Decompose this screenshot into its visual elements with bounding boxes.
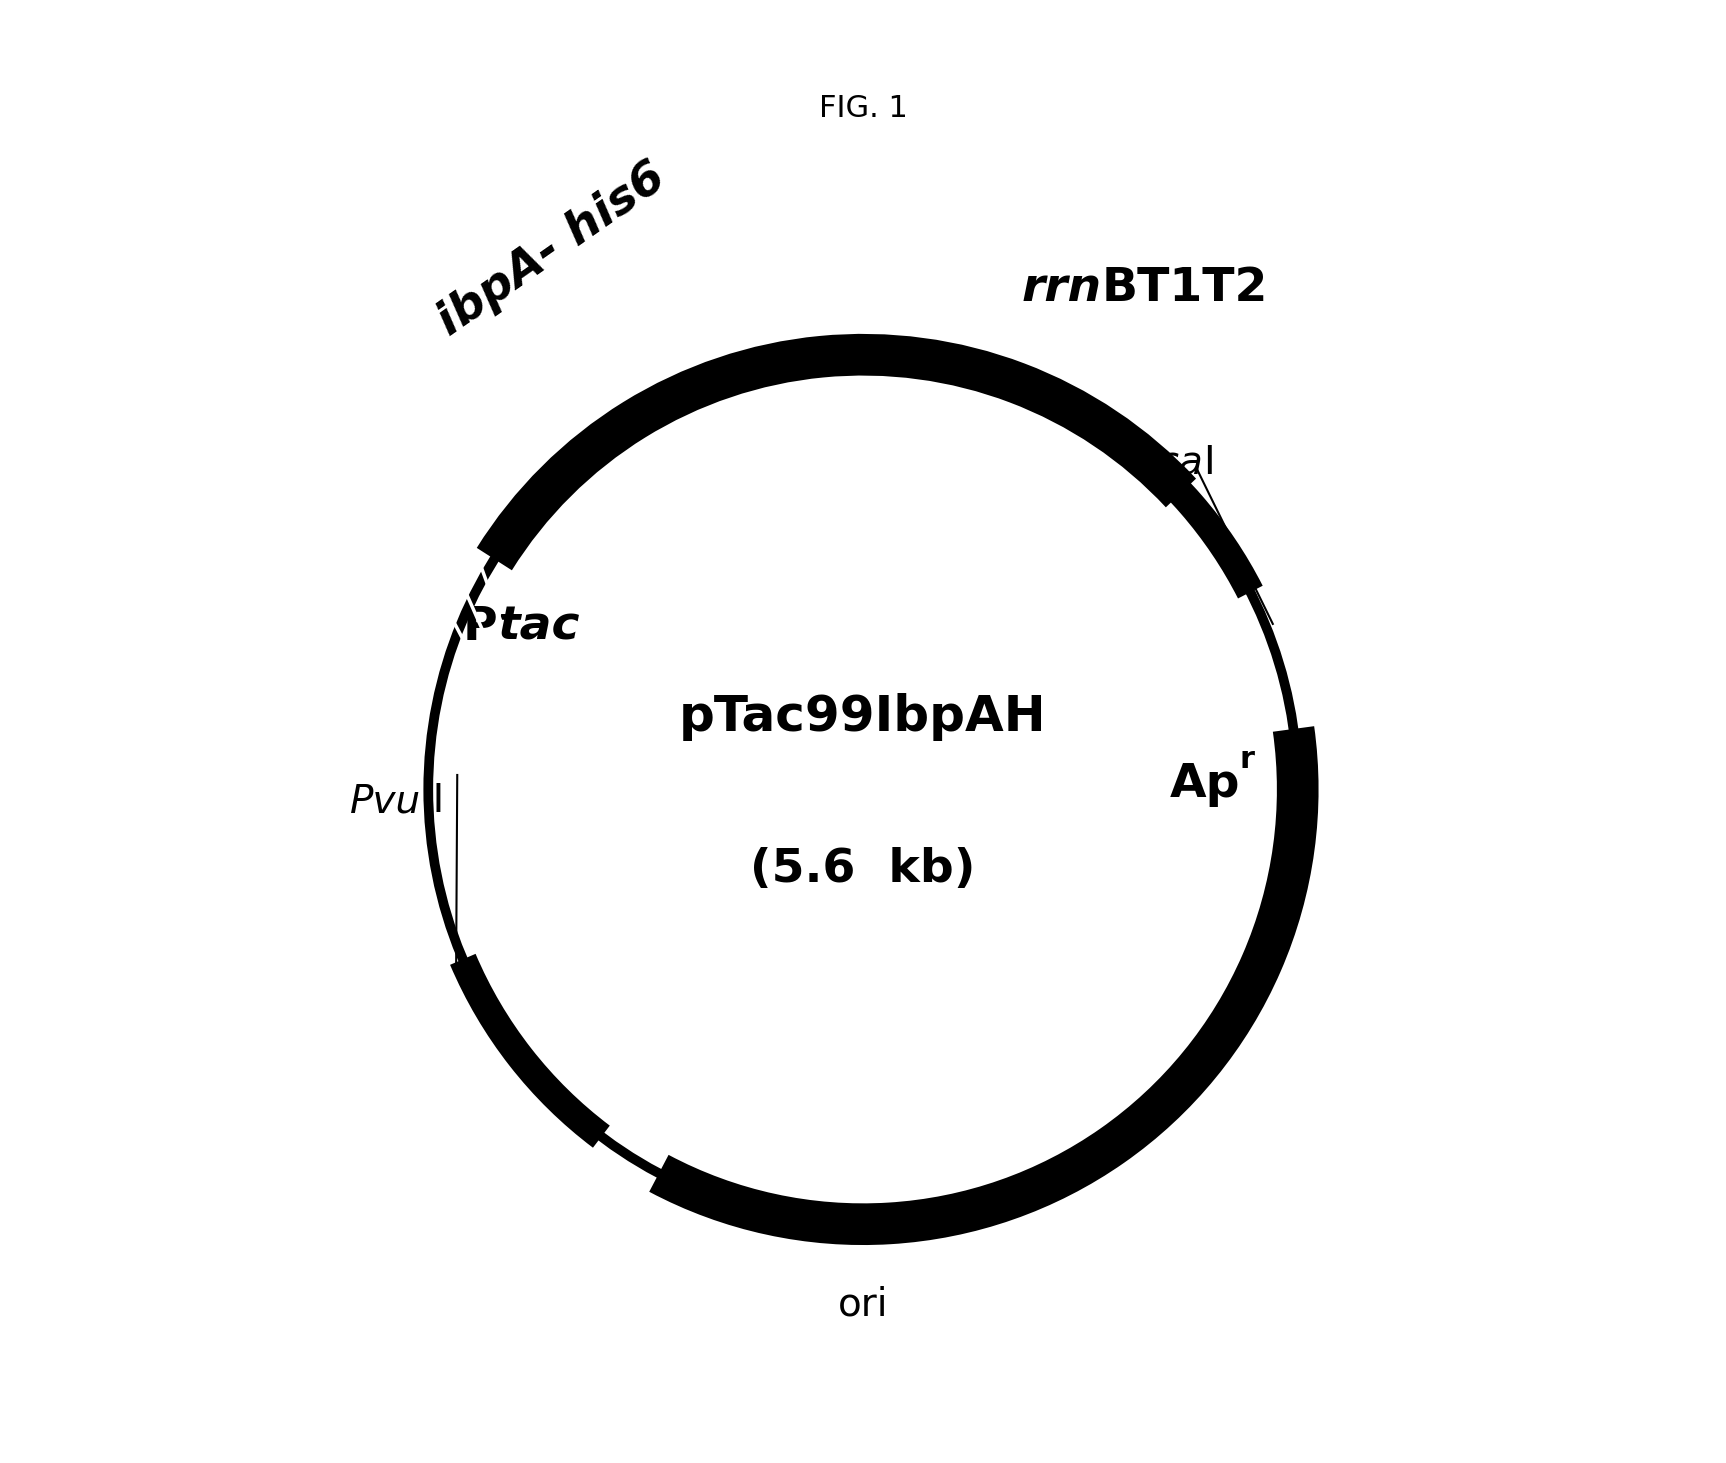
Text: P: P bbox=[463, 604, 497, 650]
Text: Ap: Ap bbox=[1169, 762, 1239, 806]
Text: tac: tac bbox=[497, 604, 580, 650]
Text: Pvu: Pvu bbox=[350, 783, 421, 821]
Text: (5.6  kb): (5.6 kb) bbox=[751, 847, 975, 891]
Text: BT1T2: BT1T2 bbox=[1103, 266, 1269, 312]
Text: ori: ori bbox=[837, 1285, 889, 1323]
Text: FIG. 1: FIG. 1 bbox=[818, 94, 908, 123]
Text: r: r bbox=[1239, 745, 1255, 774]
Text: rrn: rrn bbox=[1022, 266, 1103, 312]
Text: Sca: Sca bbox=[1134, 445, 1203, 483]
Text: I: I bbox=[1203, 445, 1215, 483]
Text: pTac99IbpAH: pTac99IbpAH bbox=[680, 693, 1046, 740]
Text: II: II bbox=[421, 783, 444, 821]
Text: ibpA- his6: ibpA- his6 bbox=[430, 155, 673, 345]
